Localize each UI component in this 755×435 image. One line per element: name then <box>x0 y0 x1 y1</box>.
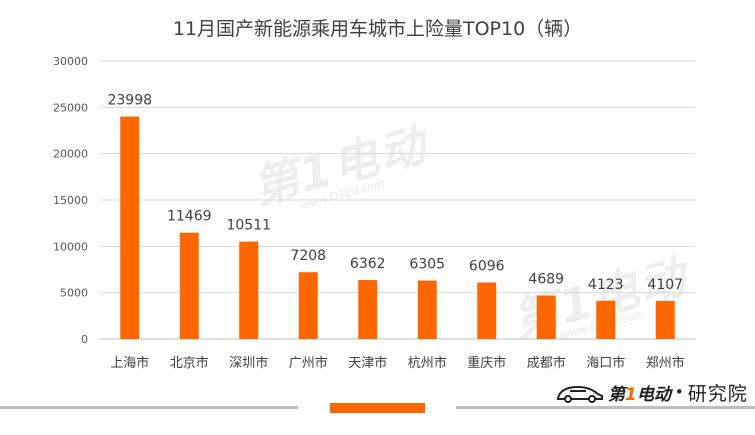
bar <box>298 272 318 339</box>
y-tick-label: 20000 <box>53 148 88 161</box>
data-label: 23998 <box>107 93 152 109</box>
bar <box>179 232 199 339</box>
bar <box>358 280 378 339</box>
x-tick-label: 北京市 <box>170 355 209 371</box>
y-axis-ticks: 0 5000 10000 15000 20000 25000 30000 <box>53 55 88 346</box>
bar <box>239 241 259 339</box>
car-logo-icon <box>557 385 603 403</box>
y-tick-label: 15000 <box>53 194 88 207</box>
x-tick-label: 天津市 <box>348 355 387 371</box>
brand-separator: • <box>674 383 684 401</box>
data-label: 6096 <box>469 259 505 275</box>
footer-accent-bar <box>330 403 425 413</box>
x-tick-label: 重庆市 <box>467 355 506 371</box>
x-tick-label: 郑州市 <box>646 355 685 371</box>
x-tick-label: 广州市 <box>289 355 328 371</box>
bar <box>477 282 497 339</box>
x-tick-label: 上海市 <box>110 355 149 371</box>
grid-lines <box>100 60 695 340</box>
y-tick-label: 30000 <box>53 55 88 68</box>
y-tick-label: 5000 <box>60 287 88 300</box>
x-tick-label: 杭州市 <box>408 355 447 371</box>
x-axis-labels: 上海市 北京市 深圳市 广州市 天津市 杭州市 重庆市 成都市 海口市 郑州市 <box>110 355 685 371</box>
data-label: 11469 <box>167 209 212 225</box>
data-label: 4689 <box>528 272 564 288</box>
data-label: 6362 <box>350 256 386 272</box>
brand-research-label: 研究院 <box>687 382 748 405</box>
bar <box>536 295 556 339</box>
footer-divider-right <box>456 406 755 409</box>
data-label: 6305 <box>409 257 445 273</box>
y-tick-label: 0 <box>81 333 88 346</box>
data-label: 10511 <box>226 218 271 234</box>
bar <box>417 280 437 339</box>
chart-title: 11月国产新能源乘用车城市上险量TOP10（辆） <box>172 18 583 40</box>
bar <box>655 300 675 339</box>
footer-divider-left <box>0 406 298 409</box>
y-tick-label: 25000 <box>53 101 88 114</box>
bars <box>120 116 675 339</box>
y-tick-label: 10000 <box>53 240 88 253</box>
brand-logo: 第1电动 • 研究院 <box>556 378 748 406</box>
data-labels: 23998 11469 10511 7208 6362 6305 6096 4689 4123 4… <box>107 93 683 293</box>
bar <box>596 300 616 339</box>
x-tick-label: 成都市 <box>527 355 566 371</box>
data-label: 7208 <box>290 248 326 264</box>
x-tick-label: 深圳市 <box>229 355 268 371</box>
bar <box>120 116 140 339</box>
brand-name: 第1电动 <box>608 384 671 405</box>
bar-chart: 0 5000 10000 15000 20000 25000 30000 23998 1146… <box>53 55 695 371</box>
x-tick-label: 海口市 <box>586 355 625 371</box>
data-label: 4107 <box>647 277 683 293</box>
data-label: 4123 <box>588 277 624 293</box>
